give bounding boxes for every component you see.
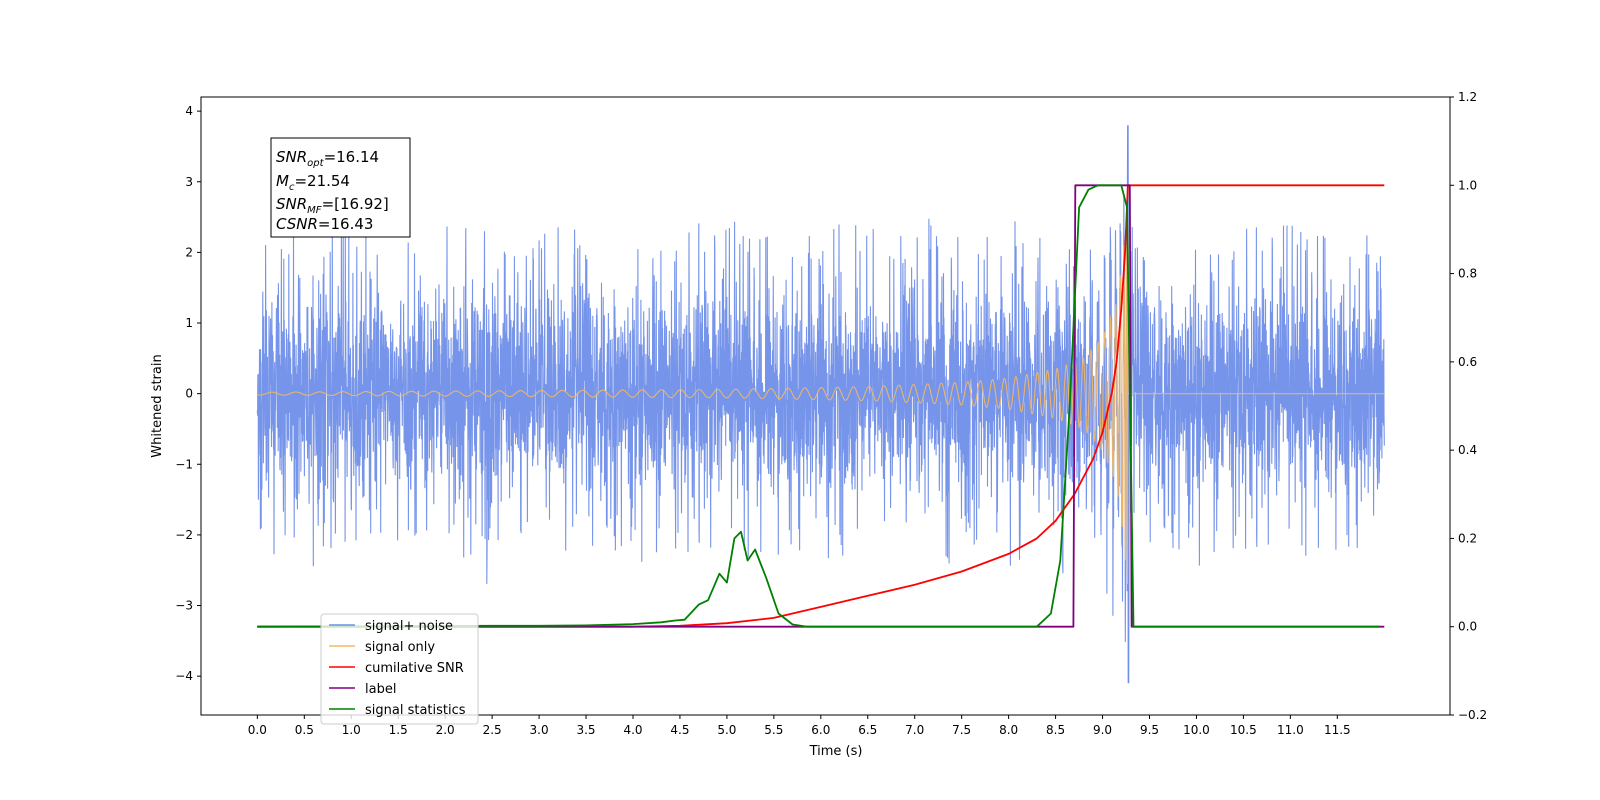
y-axis-left: −4 −3 −2 −1 0 1 2 3 4 bbox=[175, 104, 201, 683]
annotation-subscript: c bbox=[289, 182, 295, 193]
plot-area bbox=[256, 125, 1385, 684]
legend-frame bbox=[320, 613, 479, 725]
y2-tick-label: 0.4 bbox=[1458, 443, 1477, 457]
x-tick-label: 4.5 bbox=[670, 723, 689, 737]
x-tick-label: 6.5 bbox=[858, 723, 877, 737]
legend-entry-cumulative-snr: cumilative SNR bbox=[365, 661, 464, 676]
annotation-box-frame bbox=[270, 137, 411, 238]
series-signal-noise bbox=[256, 194, 1385, 643]
annotation-value: =21.54 bbox=[294, 172, 350, 190]
x-tick-label: 9.5 bbox=[1140, 723, 1159, 737]
x-tick-label: 8.0 bbox=[999, 723, 1018, 737]
x-axis: 0.0 0.5 1.0 1.5 2.0 2.5 3.0 3.5 4.0 4.5 5.0 5.5 6.0 6… bbox=[248, 715, 1351, 737]
x-tick-label: 11.0 bbox=[1277, 723, 1304, 737]
legend-entry-signal-statistics: signal statistics bbox=[365, 703, 466, 718]
y-tick-label: 2 bbox=[185, 245, 193, 259]
y-tick-label: −1 bbox=[175, 457, 193, 471]
x-tick-label: 3.0 bbox=[530, 723, 549, 737]
x-tick-label: 4.0 bbox=[623, 723, 642, 737]
legend-entry-signal-noise: signal+ noise bbox=[365, 619, 453, 634]
x-tick-label: 6.0 bbox=[811, 723, 830, 737]
annotation-line-mc: Mc=21.54 bbox=[276, 172, 350, 193]
annotation-line-snr-mf: SNRMF=[16.92] bbox=[276, 195, 389, 216]
x-tick-label: 3.5 bbox=[576, 723, 595, 737]
x-axis-label: Time (s) bbox=[809, 744, 863, 759]
annotation-line-snr-opt: SNRopt=16.14 bbox=[276, 148, 379, 169]
annotation-subscript: opt bbox=[307, 158, 324, 169]
x-tick-label: 0.5 bbox=[295, 723, 314, 737]
x-tick-label: 7.0 bbox=[905, 723, 924, 737]
y-axis-right: −0.2 0.0 0.2 0.4 0.6 0.8 1.0 1.2 bbox=[1450, 90, 1487, 722]
annotation-box: SNRopt=16.14 Mc=21.54 SNRMF=[16.92] CSNR… bbox=[270, 137, 411, 238]
y2-tick-label: 0.8 bbox=[1458, 267, 1477, 281]
y-tick-label: −2 bbox=[175, 528, 193, 542]
annotation-value: =16.43 bbox=[318, 215, 374, 233]
annotation-symbol: SNR bbox=[276, 148, 307, 166]
x-tick-label: 10.5 bbox=[1230, 723, 1257, 737]
x-tick-label: 1.0 bbox=[342, 723, 361, 737]
y2-tick-label: 0.2 bbox=[1458, 531, 1477, 545]
y-tick-label: −3 bbox=[175, 599, 193, 613]
y2-tick-label: −0.2 bbox=[1458, 708, 1487, 722]
y-tick-label: 3 bbox=[185, 175, 193, 189]
y-axis-label: Whitened strain bbox=[150, 354, 165, 457]
annotation-line-csnr: CSNR=16.43 bbox=[276, 215, 373, 233]
annotation-symbol: CSNR bbox=[276, 215, 318, 233]
x-tick-label: 0.0 bbox=[248, 723, 267, 737]
annotation-subscript: MF bbox=[307, 205, 322, 216]
y2-tick-label: 0.6 bbox=[1458, 355, 1477, 369]
legend: signal+ noise signal only cumilative SNR… bbox=[320, 613, 479, 725]
x-tick-label: 7.5 bbox=[952, 723, 971, 737]
y2-tick-label: 1.0 bbox=[1458, 178, 1477, 192]
annotation-value: =[16.92] bbox=[322, 195, 389, 213]
series-signal-only bbox=[257, 213, 1385, 585]
x-tick-label: 1.5 bbox=[389, 723, 408, 737]
annotation-value: =16.14 bbox=[324, 148, 380, 166]
y-tick-label: 0 bbox=[185, 387, 193, 401]
annotation-symbol: SNR bbox=[276, 195, 307, 213]
y2-tick-label: 1.2 bbox=[1458, 90, 1477, 104]
axes-frame bbox=[200, 96, 1451, 716]
x-tick-label: 2.0 bbox=[436, 723, 455, 737]
x-tick-label: 8.5 bbox=[1046, 723, 1065, 737]
y-tick-label: −4 bbox=[175, 669, 193, 683]
x-tick-label: 10.0 bbox=[1183, 723, 1210, 737]
y2-tick-label: 0.0 bbox=[1458, 620, 1477, 634]
series-signal-statistics bbox=[257, 184, 1380, 628]
legend-entry-label: label bbox=[365, 682, 396, 697]
x-tick-label: 11.5 bbox=[1324, 723, 1351, 737]
x-tick-label: 9.0 bbox=[1093, 723, 1112, 737]
y-tick-label: 4 bbox=[185, 104, 193, 118]
annotation-symbol: M bbox=[276, 172, 289, 190]
legend-entry-signal-only: signal only bbox=[365, 640, 435, 655]
y-tick-label: 1 bbox=[185, 316, 193, 330]
x-tick-label: 5.5 bbox=[764, 723, 783, 737]
series-cumulative-snr bbox=[257, 184, 1385, 628]
x-tick-label: 2.5 bbox=[483, 723, 502, 737]
x-tick-label: 5.0 bbox=[717, 723, 736, 737]
